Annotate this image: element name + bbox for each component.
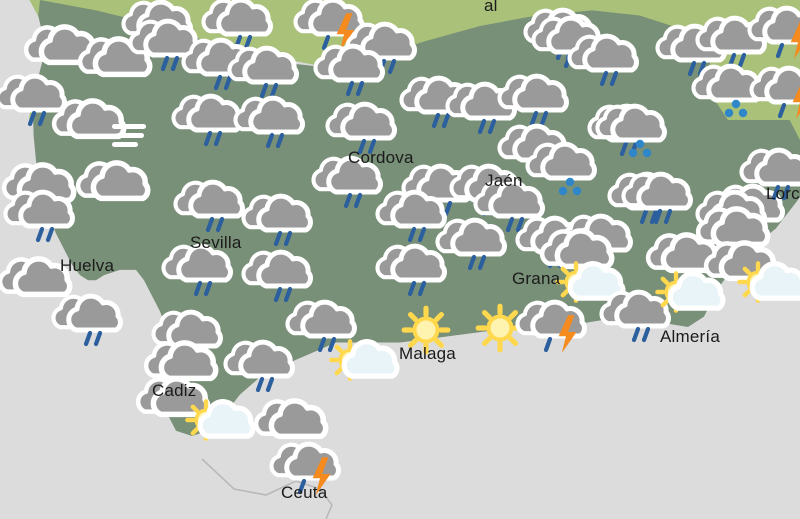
cloud-rain-icon xyxy=(0,73,67,130)
cloud-storm-icon xyxy=(749,65,800,122)
cloud-cloud-icon xyxy=(143,340,219,396)
city-jaen: Jaén xyxy=(485,171,523,190)
cloud-rain-icon xyxy=(567,33,639,90)
cloud-suncloud-icon xyxy=(737,261,800,312)
cloud-rain-icon xyxy=(375,189,447,246)
city-sevilla: Sevilla xyxy=(190,233,242,252)
cloud-storm-icon xyxy=(293,0,365,54)
cloud-cloud-icon xyxy=(0,256,73,312)
cloud-suncloud-icon xyxy=(555,261,626,312)
city-cordova: Cordova xyxy=(348,148,414,167)
cloud-rain-icon xyxy=(233,95,305,152)
cloud-sun-icon xyxy=(396,304,460,355)
cloud-rain-icon xyxy=(473,179,545,236)
cloud-rain-icon xyxy=(171,93,243,150)
city-malaga: Malaga xyxy=(399,344,456,363)
cloud-rain-icon xyxy=(497,73,569,130)
city-huelva: Huelva xyxy=(60,256,115,275)
cloud-rain-icon xyxy=(201,0,273,54)
cloud-cloud-icon xyxy=(75,160,151,216)
cloud-rain-icon xyxy=(325,101,397,158)
cloud-snow-icon xyxy=(525,141,597,200)
cloud-rain-icon xyxy=(227,45,299,102)
cloud-rain-icon xyxy=(739,147,800,204)
cloud-cloud-icon xyxy=(695,206,771,262)
cloud-rain-icon xyxy=(173,179,245,236)
cloud-rain-icon xyxy=(241,249,313,306)
cloud-cloud-icon xyxy=(645,232,721,288)
cloud-rain-icon xyxy=(313,43,385,100)
cloud-snow-icon xyxy=(691,63,763,122)
cloud-cloud-icon xyxy=(51,98,127,154)
cloud-suncloud-icon xyxy=(185,399,256,450)
city-jaen-top: al xyxy=(484,0,498,15)
city-granada: Grana xyxy=(512,269,561,288)
city-ceuta: Ceuta xyxy=(281,483,328,502)
cloud-suncloud-icon xyxy=(329,339,400,390)
cloud-fog-icon xyxy=(106,112,170,162)
cloud-storm-icon xyxy=(747,5,800,62)
administrative-border xyxy=(200,455,350,519)
cloud-rain-icon xyxy=(435,217,507,274)
cloud-cloud-icon xyxy=(539,228,615,284)
cloud-rain-icon xyxy=(621,171,693,228)
cloud-rain-icon xyxy=(223,339,295,396)
cloud-rain-icon xyxy=(51,293,123,350)
cloud-rain-icon xyxy=(599,289,671,346)
cloud-storm-icon xyxy=(269,441,341,498)
cloud-rain-icon xyxy=(285,299,357,356)
cloud-rain-icon xyxy=(241,193,313,250)
cloud-cloud-icon xyxy=(253,398,329,454)
city-lorca: Lorc xyxy=(766,184,800,203)
cloud-snow-icon xyxy=(595,103,667,162)
city-almeria: Almería xyxy=(660,327,720,346)
cloud-storm-icon xyxy=(515,299,587,356)
city-cadiz: Cadiz xyxy=(152,381,197,400)
cloud-rain-icon xyxy=(311,155,383,212)
cloud-rain-icon xyxy=(161,243,233,300)
cloud-rain-icon xyxy=(3,189,75,246)
cloud-rain-icon xyxy=(375,243,447,300)
cloud-cloud-icon xyxy=(1,162,77,218)
cloud-suncloud-icon xyxy=(655,271,726,322)
cloud-sun-icon xyxy=(470,302,534,353)
